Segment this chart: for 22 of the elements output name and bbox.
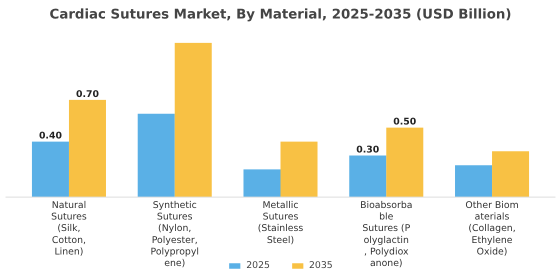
data-label: 0.50 [393, 116, 417, 128]
data-label: 0.70 [76, 88, 100, 100]
data-label: 0.30 [356, 144, 380, 156]
x-tick-label: Synthetic Sutures (Nylon, Polyester, Polypropylene) [150, 200, 199, 269]
bar [386, 128, 424, 198]
legend-label: 2035 [309, 260, 333, 271]
bar [174, 42, 212, 198]
chart-title: Cardiac Sutures Market, By Material, 2025-2035 (USD Billion) [50, 8, 512, 22]
x-tick-label: Natural Sutures (Silk, Cotton, Linen) [51, 200, 87, 258]
bar [68, 100, 106, 198]
x-tick-label: Metallic Sutures (Stainless Steel) [258, 200, 304, 246]
bar [455, 165, 492, 198]
bar [280, 142, 318, 198]
bar [349, 155, 386, 198]
data-label: 0.40 [38, 130, 62, 142]
x-tick-label: Bioabsorbable Sutures (Polyglactin, Polydioxanone) [360, 200, 412, 269]
x-tick-label: Other Biomaterials (Collagen, Ethylene Oxide) [465, 200, 519, 258]
bar [138, 114, 175, 198]
legend-label: 2025 [246, 260, 270, 271]
bar [492, 151, 530, 198]
bar [32, 142, 69, 198]
bar [243, 169, 280, 198]
